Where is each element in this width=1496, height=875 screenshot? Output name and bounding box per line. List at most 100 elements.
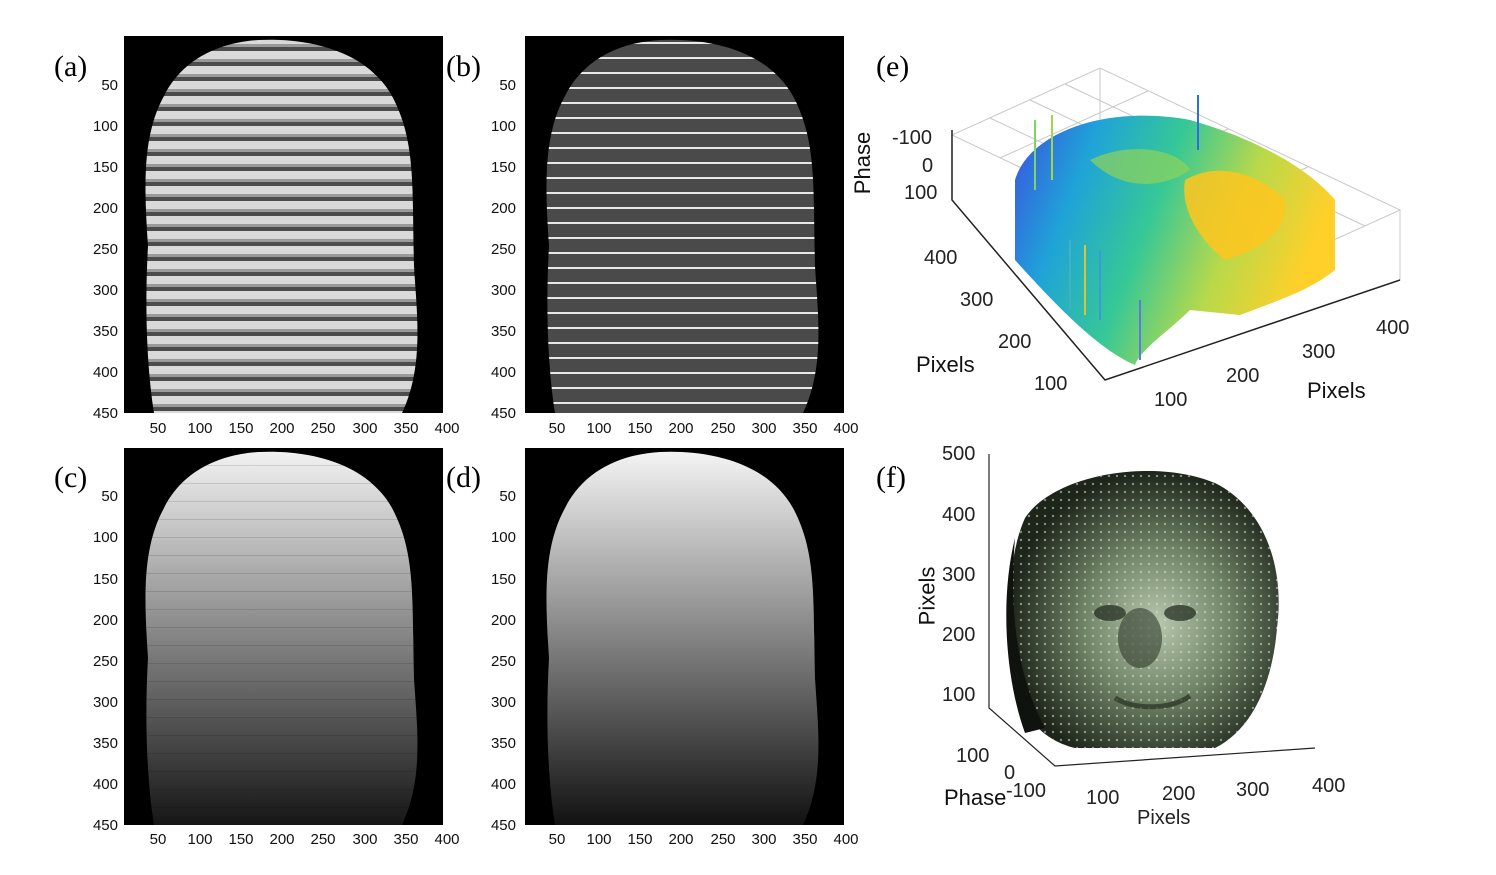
xtick: 150 <box>627 831 653 848</box>
xtick: 50 <box>548 831 566 848</box>
xtick: 200 <box>269 831 295 848</box>
ytick: 100 <box>490 529 516 546</box>
panel-f-label: (f) <box>876 461 906 494</box>
panel-e-xtick: 400 <box>1376 317 1410 339</box>
ytick: 200 <box>92 200 118 217</box>
panel-f-3d-point-cloud-face <box>988 454 1316 767</box>
ytick: 50 <box>499 488 516 505</box>
xtick: 100 <box>586 420 612 437</box>
panel-f-ztick: 500 <box>942 443 976 465</box>
panel-e-ztick: 100 <box>904 182 938 204</box>
panel-f-xtick: 300 <box>1236 779 1270 801</box>
panel-b-label: (b) <box>446 50 481 83</box>
panel-f-xtick: 200 <box>1162 783 1196 805</box>
xtick: 400 <box>434 420 460 437</box>
panel-e-xtick: 100 <box>1154 389 1188 411</box>
panel-f-ztick: 300 <box>942 564 976 586</box>
panel-e-ylabel: Pixels <box>916 352 975 377</box>
panel-f-ytick: 100 <box>956 745 990 767</box>
xtick: 300 <box>352 831 378 848</box>
xtick: 250 <box>310 420 336 437</box>
xtick: 100 <box>187 831 213 848</box>
ytick: 50 <box>499 77 516 94</box>
xtick: 350 <box>792 831 818 848</box>
ytick: 200 <box>490 200 516 217</box>
ytick: 400 <box>92 776 118 793</box>
ytick: 350 <box>490 735 516 752</box>
ytick: 50 <box>101 488 118 505</box>
ytick: 250 <box>92 241 118 258</box>
xtick: 150 <box>627 420 653 437</box>
xtick: 50 <box>548 420 566 437</box>
ytick: 250 <box>490 241 516 258</box>
panel-c-label: (c) <box>54 461 88 494</box>
xtick: 200 <box>668 420 694 437</box>
xtick: 400 <box>434 831 460 848</box>
ytick: 450 <box>92 405 118 422</box>
xtick: 300 <box>751 831 777 848</box>
ytick: 200 <box>92 612 118 629</box>
ytick: 150 <box>490 159 516 176</box>
ytick: 400 <box>92 364 118 381</box>
xtick: 200 <box>269 420 295 437</box>
ytick: 50 <box>101 77 118 94</box>
panel-e-xtick: 300 <box>1302 341 1336 363</box>
ytick: 450 <box>92 817 118 834</box>
xtick: 300 <box>352 420 378 437</box>
panel-e-xlabel: Pixels <box>1307 378 1366 403</box>
ytick: 450 <box>490 817 516 834</box>
xtick: 100 <box>187 420 213 437</box>
xtick: 50 <box>149 420 167 437</box>
panel-e-ytick: 200 <box>998 331 1032 353</box>
panel-c-stepped-phase-image <box>124 448 443 825</box>
panel-f-ytick: 0 <box>1004 762 1016 784</box>
panel-e-ytick: 100 <box>1034 373 1068 395</box>
ytick: 400 <box>490 776 516 793</box>
panel-d-unwrapped-phase-image <box>525 448 844 825</box>
xtick: 400 <box>833 420 859 437</box>
panel-f-xtick: 400 <box>1312 775 1346 797</box>
panel-f-xtick: 100 <box>1086 787 1120 809</box>
xtick: 350 <box>792 420 818 437</box>
ytick: 200 <box>490 612 516 629</box>
panel-a-wrapped-fringe-image <box>124 36 443 413</box>
ytick: 300 <box>490 282 516 299</box>
xtick: 250 <box>310 831 336 848</box>
panel-f-ytick: -100 <box>1006 780 1047 802</box>
xtick: 250 <box>710 831 736 848</box>
xtick: 200 <box>668 831 694 848</box>
ytick: 150 <box>92 571 118 588</box>
panel-f-xlabel: Pixels <box>1137 807 1191 829</box>
xtick: 50 <box>149 831 167 848</box>
ytick: 300 <box>92 282 118 299</box>
panel-e-xtick: 200 <box>1226 365 1260 387</box>
panel-f-ztick: 100 <box>942 684 976 706</box>
panel-e-3d-surface-plot <box>950 67 1402 381</box>
panel-e-label: (e) <box>876 50 910 83</box>
panel-e-ytick: 400 <box>924 247 958 269</box>
ytick: 400 <box>490 364 516 381</box>
panel-f-ylabel: Phase <box>944 785 1007 810</box>
panel-e-ztick: -100 <box>892 127 933 149</box>
panel-f-ztick: 400 <box>942 504 976 526</box>
xtick: 150 <box>228 420 254 437</box>
panel-d-label: (d) <box>446 461 481 494</box>
ytick: 300 <box>490 694 516 711</box>
xtick: 400 <box>833 831 859 848</box>
ytick: 100 <box>92 118 118 135</box>
xtick: 100 <box>586 831 612 848</box>
ytick: 300 <box>92 694 118 711</box>
xtick: 150 <box>228 831 254 848</box>
ytick: 250 <box>92 653 118 670</box>
ytick: 150 <box>490 571 516 588</box>
panel-e-ztick: 0 <box>922 155 934 177</box>
ytick: 150 <box>92 159 118 176</box>
xtick: 350 <box>393 420 419 437</box>
ytick: 250 <box>490 653 516 670</box>
panel-f-zlabel: Pixels <box>914 566 940 626</box>
xtick: 300 <box>751 420 777 437</box>
panel-b-fringe-order-image <box>525 36 844 413</box>
panel-f-ztick: 200 <box>942 624 976 646</box>
panel-e-zlabel: Phase <box>850 131 876 195</box>
ytick: 350 <box>92 735 118 752</box>
